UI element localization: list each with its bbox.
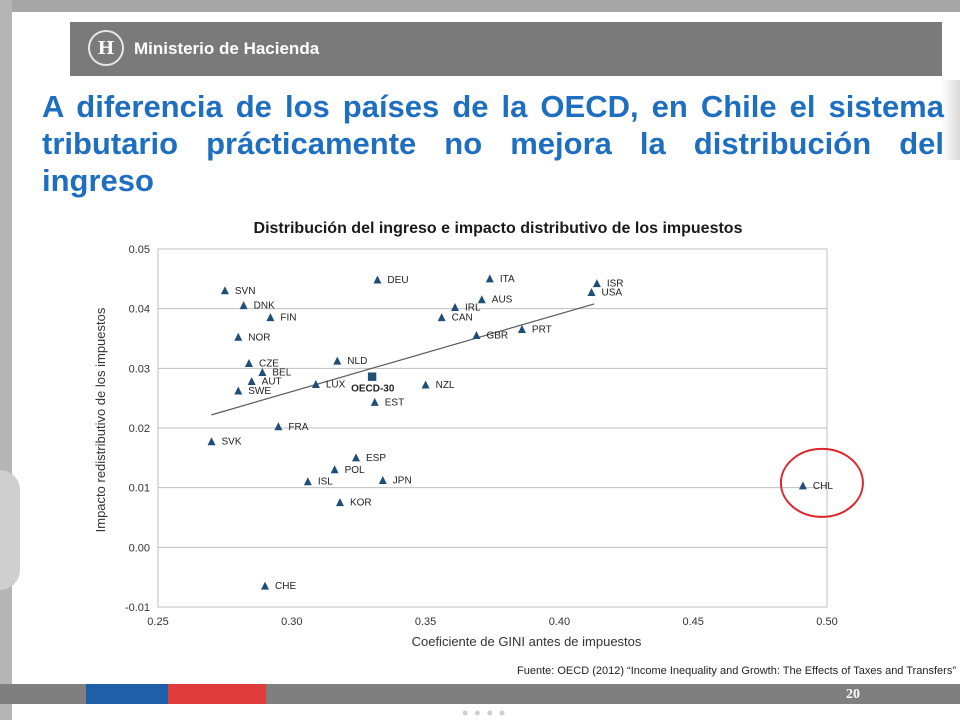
data-point-chl: [798, 481, 807, 490]
data-point-aut: [247, 376, 256, 385]
point-label-esp: ESP: [366, 453, 386, 464]
y-tick-label: 0.05: [129, 244, 150, 256]
point-label-prt: PRT: [532, 325, 552, 336]
point-label-ita: ITA: [500, 274, 515, 285]
y-tick-label: 0.03: [129, 363, 150, 375]
point-label-isr: ISR: [607, 279, 624, 290]
highlight-circle: [779, 447, 864, 518]
footer-dots: ••••: [462, 703, 512, 723]
top-bar: [0, 0, 960, 12]
point-label-lux: LUX: [326, 379, 346, 390]
data-point-ita: [485, 274, 494, 283]
data-point-est: [370, 397, 379, 406]
chart-title: Distribución del ingreso e impacto distr…: [253, 220, 743, 237]
y-tick-label: 0.01: [129, 483, 150, 495]
y-tick-label: 0.04: [129, 304, 150, 316]
data-point-isl: [303, 477, 312, 486]
x-tick-label: 0.30: [281, 616, 302, 628]
footer-red-segment: [168, 684, 266, 704]
data-point-lux: [311, 379, 320, 388]
x-tick-label: 0.50: [816, 616, 837, 628]
data-point-nld: [333, 356, 342, 365]
point-label-bel: BEL: [272, 368, 291, 379]
y-axis-label: Impacto redistributivo de los impuestos: [93, 307, 108, 532]
point-label-can: CAN: [452, 313, 473, 324]
point-label-isl: ISL: [318, 477, 333, 488]
data-point-esp: [352, 453, 361, 462]
point-label-kor: KOR: [350, 498, 372, 509]
x-axis-label: Coeficiente de GINI antes de impuestos: [412, 634, 642, 649]
y-tick-label: 0.02: [129, 423, 150, 435]
point-label-fin: FIN: [280, 313, 296, 324]
point-label-chl: CHL: [813, 481, 833, 492]
data-point-deu: [373, 275, 382, 284]
data-point-gbr: [472, 331, 481, 340]
point-label-pol: POL: [345, 465, 365, 476]
x-tick-label: 0.35: [415, 616, 436, 628]
ministry-logo-icon: H: [88, 30, 124, 66]
data-point-svk: [207, 437, 216, 446]
data-point-isr: [592, 279, 601, 288]
trendline: [211, 303, 595, 416]
point-label-swe: SWE: [248, 386, 271, 397]
point-label-dnk: DNK: [254, 301, 275, 312]
data-point-nzl: [421, 380, 430, 389]
ministry-name: Ministerio de Hacienda: [134, 39, 320, 58]
point-label-aut: AUT: [262, 376, 282, 387]
data-point-swe: [234, 386, 243, 395]
data-point-jpn: [378, 476, 387, 485]
point-label-fra: FRA: [288, 422, 308, 433]
point-label-irl: IRL: [465, 302, 481, 313]
header-band: H Ministerio de Hacienda: [70, 22, 942, 76]
source-note: Fuente: OECD (2012) “Income Inequality a…: [517, 665, 956, 677]
data-point-aus: [477, 295, 486, 304]
data-point-fra: [274, 422, 283, 431]
point-label-svn: SVN: [235, 286, 256, 297]
y-tick-label: 0.00: [129, 542, 150, 554]
page-number: 20: [846, 687, 860, 702]
data-point-kor: [335, 498, 344, 507]
point-label-cze: CZE: [259, 359, 279, 370]
data-point-svn: [220, 286, 229, 295]
footer-blue-segment: [86, 684, 168, 704]
data-point-oecd-30: [367, 371, 377, 382]
y-tick-label: -0.01: [125, 602, 150, 614]
point-label-nor: NOR: [248, 332, 270, 343]
x-tick-label: 0.45: [682, 616, 703, 628]
data-point-nor: [234, 332, 243, 341]
point-label-aus: AUS: [492, 295, 513, 306]
slide-title: A diferencia de los países de la OECD, e…: [42, 89, 944, 198]
point-label-gbr: GBR: [486, 331, 508, 342]
data-point-usa: [587, 288, 596, 297]
point-label-jpn: JPN: [393, 476, 412, 487]
x-tick-label: 0.40: [549, 616, 570, 628]
right-edge-decoration: [942, 80, 960, 160]
point-label-nzl: NZL: [436, 380, 455, 391]
x-tick-label: 0.25: [147, 616, 168, 628]
point-label-usa: USA: [602, 288, 623, 299]
data-point-pol: [330, 465, 339, 474]
data-point-can: [437, 313, 446, 322]
data-point-fin: [266, 313, 275, 322]
data-point-bel: [258, 368, 267, 377]
data-point-prt: [517, 325, 526, 334]
point-label-oecd-30: OECD-30: [351, 384, 395, 395]
point-label-est: EST: [385, 397, 404, 408]
data-point-dnk: [239, 301, 248, 310]
data-point-che: [261, 581, 270, 590]
data-point-irl: [451, 302, 460, 311]
point-label-nld: NLD: [347, 356, 367, 367]
point-label-deu: DEU: [387, 275, 408, 286]
point-label-svk: SVK: [222, 437, 242, 448]
left-decoration: [0, 470, 20, 590]
point-label-che: CHE: [275, 581, 296, 592]
data-point-cze: [244, 359, 253, 368]
